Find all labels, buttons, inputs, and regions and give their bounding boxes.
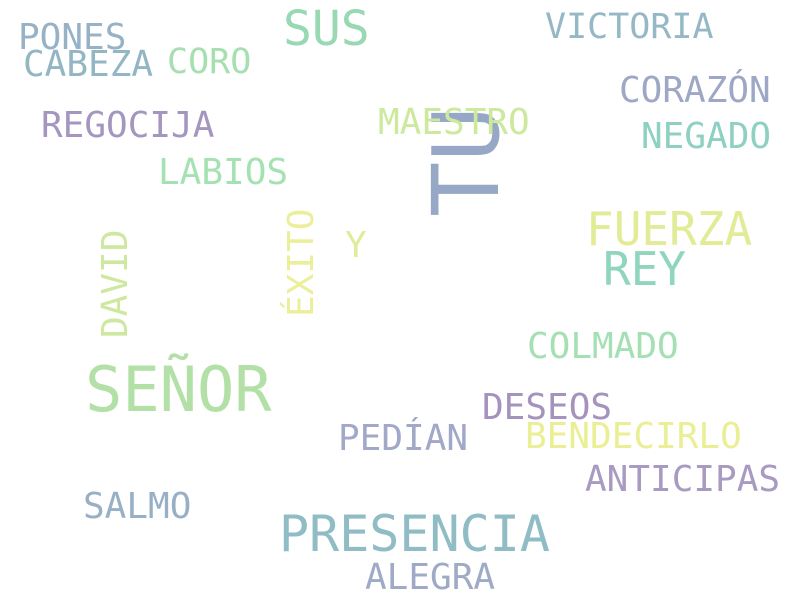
word-negado: NEGADO: [641, 116, 772, 157]
word-pedian: PEDÍAN: [338, 418, 469, 459]
word-sus: SUS: [283, 1, 370, 57]
word-senor: SEÑOR: [85, 353, 272, 426]
word-presencia: PRESENCIA: [279, 505, 550, 563]
word-fuerza: FUERZA: [586, 202, 753, 256]
word-rey: REY: [603, 242, 687, 296]
word-victoria: VICTORIA: [545, 7, 714, 47]
word-salmo: SALMO: [83, 486, 192, 527]
word-y: Y: [345, 225, 367, 266]
word-alegra: ALEGRA: [365, 557, 496, 598]
word-david: DAVID: [95, 229, 136, 338]
word-exito: ÉXITO: [281, 208, 322, 317]
word-corazon: CORAZÓN: [619, 70, 771, 111]
word-cabeza: CABEZA: [23, 44, 154, 85]
word-pones: PONES: [18, 17, 127, 58]
word-maestro: MAESTRO: [378, 102, 530, 143]
word-anticipas: ANTICIPAS: [585, 459, 781, 500]
word-bendecirlo: BENDECIRLO: [525, 416, 742, 457]
word-coro: CORO: [167, 42, 252, 82]
word-deseos: DESEOS: [482, 387, 613, 428]
word-colmado: COLMADO: [527, 326, 679, 367]
word-regocija: REGOCIJA: [41, 105, 215, 146]
word-labios: LABIOS: [158, 152, 289, 193]
